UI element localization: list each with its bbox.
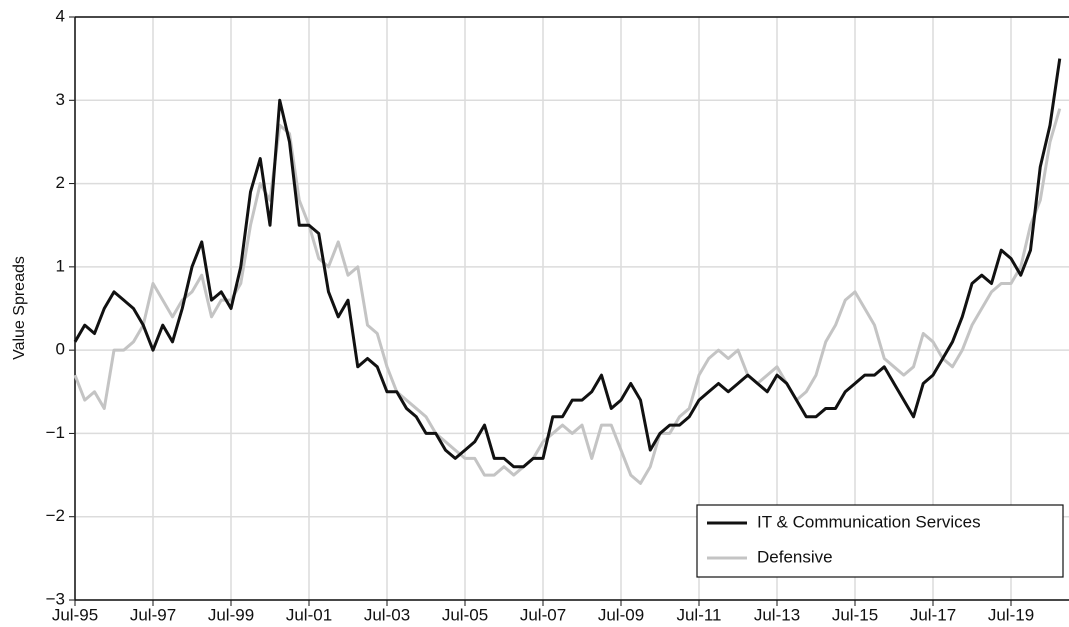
series-line xyxy=(73,108,1062,485)
x-tick-label: Jul-09 xyxy=(598,605,644,624)
legend-label: Defensive xyxy=(757,547,833,566)
y-tick-label: −2 xyxy=(46,506,65,525)
y-tick-label: −3 xyxy=(46,589,65,608)
y-tick-label: 1 xyxy=(56,256,65,275)
x-tick-label: Jul-99 xyxy=(208,605,254,624)
y-tick-label: 3 xyxy=(56,90,65,109)
x-tick-label: Jul-15 xyxy=(832,605,878,624)
series-line xyxy=(73,58,1062,469)
x-tick-label: Jul-01 xyxy=(286,605,332,624)
y-tick-label: 2 xyxy=(56,173,65,192)
x-tick-label: Jul-03 xyxy=(364,605,410,624)
x-tick-label: Jul-97 xyxy=(130,605,176,624)
legend-box xyxy=(696,504,1064,578)
x-tick-label: Jul-05 xyxy=(442,605,488,624)
x-tick-label: Jul-11 xyxy=(676,605,721,624)
x-tick-label: Jul-95 xyxy=(52,605,98,624)
y-tick-label: 0 xyxy=(56,340,65,359)
y-tick-label: 4 xyxy=(56,6,65,25)
legend-label: IT & Communication Services xyxy=(757,512,981,531)
y-tick-label: −1 xyxy=(46,423,65,442)
x-tick-label: Jul-19 xyxy=(988,605,1034,624)
y-axis-label: Value Spreads xyxy=(11,256,28,360)
x-tick-label: Jul-13 xyxy=(754,605,800,624)
x-tick-label: Jul-17 xyxy=(910,605,956,624)
x-tick-label: Jul-07 xyxy=(520,605,566,624)
